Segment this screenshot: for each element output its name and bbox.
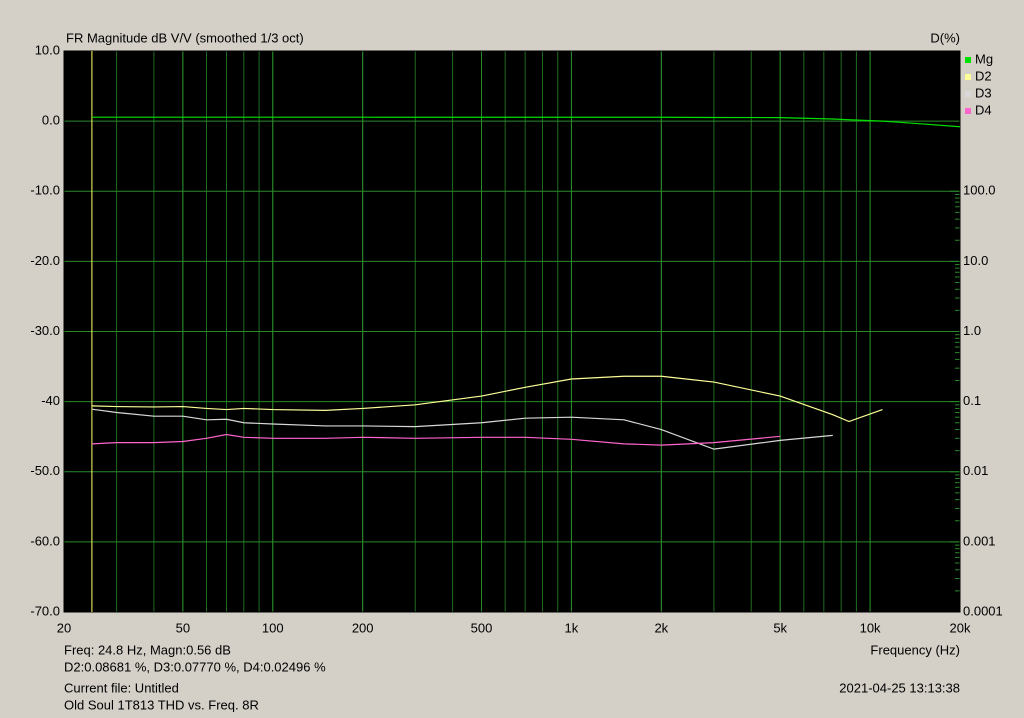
- legend-label: D2: [975, 68, 992, 83]
- legend-swatch: [965, 74, 971, 80]
- y-tick-label: -40: [41, 393, 60, 408]
- legend-swatch: [965, 57, 971, 63]
- info-line: Current file: Untitled: [64, 680, 179, 695]
- x-tick-label: 5k: [773, 620, 787, 635]
- y2-axis-label: D(%): [930, 30, 960, 45]
- legend-label: D3: [975, 85, 992, 100]
- x-tick-label: 20k: [950, 620, 971, 635]
- info-line: Old Soul 1T813 THD vs. Freq. 8R: [64, 697, 259, 712]
- y-tick-label: -20.0: [30, 253, 60, 268]
- y2-tick-label: 0.0001: [963, 603, 1003, 618]
- legend-label: D4: [975, 102, 992, 117]
- y-tick-label: -60.0: [30, 533, 60, 548]
- x-axis-label: Frequency (Hz): [870, 642, 960, 657]
- y2-tick-label: 0.1: [963, 393, 981, 408]
- y-tick-label: -30.0: [30, 323, 60, 338]
- series-line: [91, 116, 961, 128]
- x-tick-label: 500: [471, 620, 493, 635]
- plot-frame: [63, 50, 961, 613]
- y-tick-label: -50.0: [30, 463, 60, 478]
- chart-title: FR Magnitude dB V/V (smoothed 1/3 oct): [66, 30, 304, 45]
- y2-tick-label: 0.01: [963, 463, 988, 478]
- series-line: [91, 375, 883, 423]
- x-tick-label: 50: [176, 620, 190, 635]
- legend-label: Mg: [975, 51, 993, 66]
- y-tick-label: 10.0: [35, 42, 60, 57]
- y2-tick-label: 1.0: [963, 323, 981, 338]
- timestamp: 2021-04-25 13:13:38: [839, 680, 960, 695]
- y-tick-label: -70.0: [30, 603, 60, 618]
- info-line: D2:0.08681 %, D3:0.07770 %, D4:0.02496 %: [64, 659, 326, 674]
- x-tick-label: 10k: [860, 620, 881, 635]
- x-tick-label: 20: [57, 620, 71, 635]
- legend-swatch: [965, 108, 971, 114]
- y2-tick-label: 100.0: [963, 183, 996, 198]
- x-tick-label: 200: [352, 620, 374, 635]
- y2-tick-label: 10.0: [963, 253, 988, 268]
- y-tick-label: -10.0: [30, 183, 60, 198]
- series-line: [91, 408, 833, 450]
- legend-swatch: [965, 91, 971, 97]
- y2-tick-label: 0.001: [963, 533, 996, 548]
- series-line: [91, 433, 781, 446]
- y-tick-label: 0.0: [42, 113, 60, 128]
- x-tick-label: 1k: [565, 620, 579, 635]
- info-line: Freq: 24.8 Hz, Magn:0.56 dB: [64, 642, 231, 657]
- x-tick-label: 100: [262, 620, 284, 635]
- x-tick-label: 2k: [654, 620, 668, 635]
